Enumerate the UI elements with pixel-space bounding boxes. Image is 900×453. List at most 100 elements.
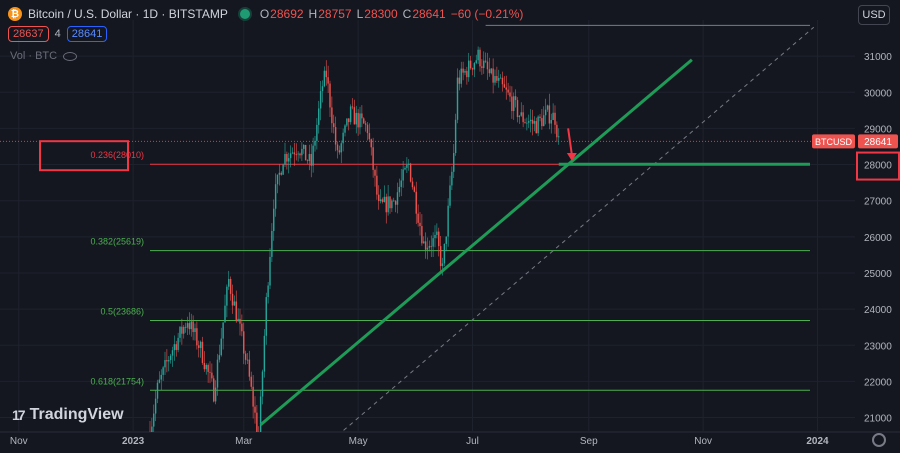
candle-body <box>509 92 511 97</box>
candle-body <box>203 363 206 370</box>
sell-button[interactable]: 28637 <box>8 26 49 42</box>
dashed-trend-line <box>340 26 815 432</box>
candle-body <box>213 378 215 402</box>
candle-body <box>447 205 449 237</box>
candle-body <box>458 77 461 84</box>
candle-body <box>224 305 226 323</box>
candle-body <box>394 201 397 205</box>
time-tick-label: Sep <box>580 436 598 447</box>
candle-body <box>181 326 183 334</box>
candle-body <box>293 152 296 155</box>
candle-body <box>499 77 502 79</box>
candle-body <box>346 118 348 126</box>
candle-body <box>196 328 198 346</box>
candle-body <box>366 124 369 134</box>
candle-body <box>516 100 519 118</box>
candle-body <box>220 338 222 356</box>
candle-body <box>402 169 404 181</box>
candle-body <box>514 96 517 101</box>
fib-level-label: 0.236(28010) <box>90 150 144 160</box>
trade-row: 28637 4 28641 <box>8 26 108 42</box>
candle-body <box>186 323 189 328</box>
candle-body <box>258 433 259 439</box>
candle-body <box>194 328 196 333</box>
volume-indicator[interactable]: Vol · BTC <box>10 50 78 62</box>
price-tick-label: 26000 <box>864 233 892 244</box>
candle-body <box>190 321 192 330</box>
candle-body <box>222 322 224 339</box>
candle-body <box>169 355 172 361</box>
candle-body <box>396 192 399 205</box>
eye-icon[interactable] <box>63 51 78 61</box>
candle-body <box>408 163 410 165</box>
candle-body <box>556 124 558 138</box>
currency-selector[interactable]: USD <box>858 5 890 25</box>
candle-body <box>507 89 509 93</box>
time-tick-label: 2023 <box>122 436 145 447</box>
candle-body <box>460 68 462 84</box>
candle-body <box>479 49 481 67</box>
candle-body <box>263 335 266 372</box>
tradingview-mark-icon: 17 <box>12 407 26 423</box>
symbol-title[interactable]: Bitcoin / U.S. Dollar · 1D · BITSTAMP <box>28 7 228 21</box>
candle-body <box>149 432 150 441</box>
ohlc-value: 28757 <box>318 7 352 21</box>
volume-label: Vol · BTC <box>10 50 58 62</box>
candle-body <box>364 123 367 125</box>
price-axis-background <box>855 0 900 453</box>
buy-button[interactable]: 28641 <box>66 26 108 42</box>
candle-body <box>248 359 251 377</box>
candle-body <box>359 113 361 128</box>
candle-body <box>518 115 521 118</box>
candle-body <box>286 154 288 162</box>
candle-body <box>303 144 305 149</box>
candle-body <box>166 360 168 362</box>
candle-body <box>469 60 472 69</box>
candle-body <box>241 323 243 332</box>
candle-body <box>228 278 230 287</box>
price-tick-label: 21000 <box>864 414 892 425</box>
settings-gear-icon[interactable] <box>872 433 886 447</box>
market-status-icon <box>239 9 250 19</box>
candle-body <box>438 231 440 247</box>
candle-body <box>546 105 549 110</box>
candle-body <box>271 230 273 257</box>
candle-body <box>503 84 506 88</box>
candle-body <box>424 241 427 250</box>
candle-body <box>273 208 275 231</box>
candle-body <box>288 158 290 162</box>
candle-body <box>188 323 191 330</box>
candle-body <box>462 68 464 73</box>
candle-body <box>177 337 179 350</box>
candle-body <box>443 243 446 264</box>
candle-body <box>533 121 536 124</box>
price-tick-label: 29000 <box>864 124 892 135</box>
candle-body <box>342 132 344 144</box>
candle-body <box>231 293 234 306</box>
candle-body <box>168 360 170 362</box>
ohlc-key: H <box>308 7 318 21</box>
candle-body <box>216 359 219 388</box>
price-tick-label: 23000 <box>864 341 892 352</box>
candle-body <box>162 367 164 375</box>
candle-body <box>378 194 380 202</box>
candle-body <box>291 152 294 154</box>
candle-body <box>554 112 556 125</box>
candle-body <box>361 113 363 119</box>
candle-body <box>513 96 515 112</box>
candle-body <box>344 125 346 133</box>
candle-body <box>239 318 241 324</box>
candle-body <box>454 119 457 154</box>
candle-body <box>154 398 157 414</box>
candle-body <box>274 184 277 209</box>
red-arrow-head-icon <box>566 152 577 161</box>
candle-body <box>175 344 177 350</box>
candle-body <box>501 77 504 85</box>
candle-body <box>473 63 476 70</box>
candle-body <box>280 172 282 175</box>
candle-body <box>492 68 494 83</box>
symbol-header[interactable]: ₿ Bitcoin / U.S. Dollar · 1D · BITSTAMP … <box>8 4 528 24</box>
candle-body <box>171 350 174 356</box>
ohlc-key: O <box>259 7 270 21</box>
